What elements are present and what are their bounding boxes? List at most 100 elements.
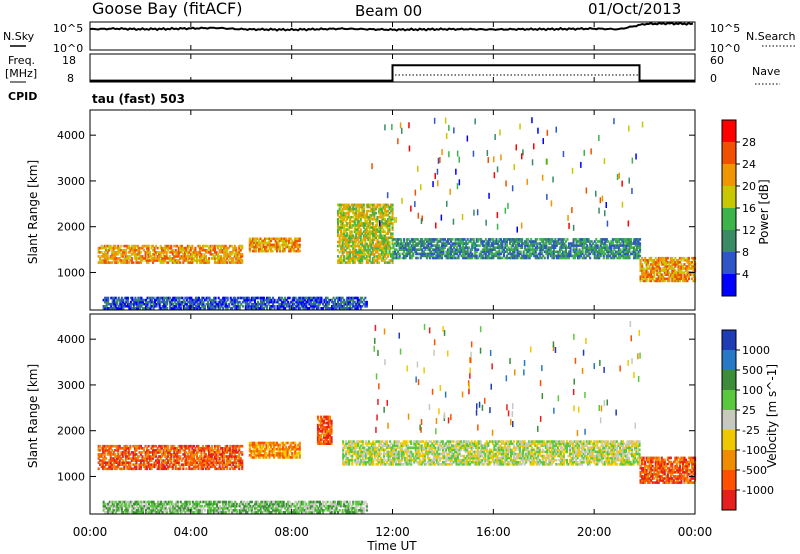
power-cell — [192, 251, 195, 254]
freq-right-tick-top: 60 — [710, 54, 724, 67]
power-cell — [150, 255, 153, 258]
power-cell — [558, 246, 561, 249]
power-cell — [337, 224, 340, 227]
power-cell — [236, 261, 239, 264]
velocity-cell — [236, 455, 239, 458]
power-cell — [358, 213, 361, 217]
power-cell — [619, 254, 622, 258]
power-cell — [262, 296, 265, 300]
velocity-cell — [111, 465, 114, 469]
power-cell — [671, 269, 674, 272]
power-cell — [628, 240, 631, 243]
power-cell — [371, 207, 374, 211]
power-cell — [136, 257, 139, 260]
power-cell — [636, 252, 639, 256]
power-cell — [361, 261, 364, 264]
power-cell — [365, 215, 368, 219]
power-cell — [589, 248, 592, 251]
power-cell — [103, 246, 106, 250]
power-cell — [152, 257, 155, 260]
power-cell — [121, 255, 124, 258]
power-cell — [463, 254, 466, 258]
power-cell — [509, 240, 512, 243]
power-cell — [359, 251, 362, 254]
power-cell — [382, 251, 385, 254]
power-cell — [278, 302, 281, 306]
power-cell — [105, 248, 108, 252]
power-cell — [138, 251, 141, 254]
power-cell — [127, 246, 130, 250]
power-cell — [267, 296, 270, 300]
power-cell — [379, 203, 382, 207]
velocity-cell — [124, 457, 127, 460]
power-cell — [337, 244, 340, 248]
power-cell — [379, 240, 382, 244]
power-cell — [359, 234, 362, 238]
power-y-tick-label: 1000 — [57, 266, 85, 279]
velocity-cell — [132, 459, 135, 462]
power-cell — [382, 257, 385, 260]
velocity-cell — [227, 447, 230, 450]
power-cell — [691, 277, 694, 281]
power-cell — [359, 213, 362, 217]
velocity-cell — [200, 459, 203, 462]
power-cell — [404, 248, 407, 251]
power-cell — [362, 253, 365, 256]
velocity-cell — [233, 453, 236, 456]
power-cell — [584, 240, 587, 243]
power-cell — [379, 253, 382, 256]
velocity-cell — [108, 467, 111, 471]
power-cell — [214, 259, 217, 262]
power-cell — [288, 237, 291, 241]
velocity-cell — [103, 465, 106, 469]
power-cell — [253, 249, 256, 253]
power-cell — [246, 307, 249, 310]
power-cell — [376, 244, 379, 248]
power-cell — [447, 254, 450, 258]
power-cell — [186, 253, 189, 256]
power-cell — [135, 302, 138, 306]
power-cell — [525, 250, 528, 254]
power-cell — [382, 203, 385, 207]
power-cell — [340, 257, 343, 260]
velocity-cell — [259, 454, 262, 457]
power-cell — [341, 253, 344, 256]
power-cell — [376, 255, 379, 258]
velocity-cell — [155, 459, 158, 462]
power-cell — [103, 253, 106, 256]
power-cell — [350, 224, 353, 227]
velocity-cell — [117, 451, 120, 454]
power-cell — [355, 255, 358, 258]
power-cell — [654, 263, 657, 266]
power-cell — [639, 275, 642, 278]
power-cell — [507, 246, 510, 249]
power-cell — [361, 203, 364, 207]
velocity-cell — [174, 465, 177, 469]
power-cell — [365, 244, 368, 248]
power-cell — [201, 244, 204, 248]
power-cell — [560, 246, 563, 249]
velocity-cell — [250, 452, 253, 455]
power-cell — [616, 238, 619, 241]
power-cell — [355, 234, 358, 238]
power-cell — [149, 307, 152, 310]
power-cell — [182, 300, 185, 304]
power-cell — [605, 254, 608, 258]
power-cell — [430, 238, 433, 241]
power-cell — [364, 234, 367, 238]
power-cell — [350, 251, 353, 254]
power-cell — [217, 255, 220, 258]
power-cell — [217, 296, 220, 300]
power-cell — [486, 242, 489, 245]
power-cell — [388, 240, 391, 244]
velocity-cell — [135, 449, 138, 452]
velocity-cell — [214, 467, 217, 471]
power-cell — [607, 250, 610, 254]
power-cell — [569, 244, 572, 247]
power-cell — [179, 305, 182, 308]
power-cell — [206, 251, 209, 254]
power-cell — [362, 234, 365, 238]
power-cell — [109, 246, 112, 250]
power-cell — [383, 240, 386, 244]
velocity-cell — [168, 449, 171, 452]
